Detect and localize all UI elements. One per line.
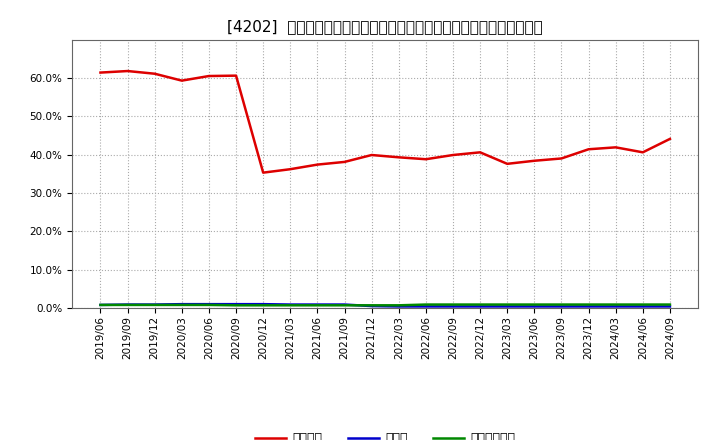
繰延税金資産: [639, 302, 647, 307]
繰延税金資産: [476, 302, 485, 307]
のれん: [530, 304, 539, 309]
繰延税金資産: [123, 302, 132, 308]
自己資本: [476, 150, 485, 155]
のれん: [259, 301, 268, 307]
自己資本: [232, 73, 240, 78]
のれん: [557, 304, 566, 309]
繰延税金資産: [204, 302, 213, 308]
自己資本: [341, 159, 349, 165]
のれん: [611, 304, 620, 309]
繰延税金資産: [367, 303, 376, 308]
のれん: [286, 302, 294, 307]
繰延税金資産: [665, 302, 674, 307]
のれん: [449, 304, 457, 309]
繰延税金資産: [503, 302, 511, 307]
自己資本: [259, 170, 268, 175]
自己資本: [639, 150, 647, 155]
自己資本: [367, 152, 376, 158]
自己資本: [96, 70, 105, 75]
のれん: [476, 304, 485, 309]
自己資本: [395, 155, 403, 160]
繰延税金資産: [178, 302, 186, 308]
繰延税金資産: [584, 302, 593, 307]
のれん: [204, 301, 213, 307]
のれん: [341, 302, 349, 307]
自己資本: [665, 136, 674, 142]
自己資本: [611, 145, 620, 150]
のれん: [232, 301, 240, 307]
のれん: [123, 302, 132, 307]
のれん: [639, 304, 647, 309]
自己資本: [150, 71, 159, 77]
繰延税金資産: [313, 303, 322, 308]
Title: [4202]  自己資本、のれん、繰延税金資産の総資産に対する比率の推移: [4202] 自己資本、のれん、繰延税金資産の総資産に対する比率の推移: [228, 19, 543, 34]
繰延税金資産: [530, 302, 539, 307]
Legend: 自己資本, のれん, 繰延税金資産: 自己資本, のれん, 繰延税金資産: [251, 427, 521, 440]
のれん: [584, 304, 593, 309]
繰延税金資産: [557, 302, 566, 307]
繰延税金資産: [341, 303, 349, 308]
自己資本: [204, 73, 213, 79]
自己資本: [178, 78, 186, 83]
繰延税金資産: [395, 303, 403, 308]
繰延税金資産: [449, 302, 457, 307]
のれん: [421, 304, 430, 309]
のれん: [395, 304, 403, 309]
自己資本: [421, 157, 430, 162]
繰延税金資産: [611, 302, 620, 307]
自己資本: [584, 147, 593, 152]
繰延税金資産: [96, 302, 105, 308]
のれん: [503, 304, 511, 309]
自己資本: [503, 161, 511, 166]
繰延税金資産: [259, 303, 268, 308]
繰延税金資産: [286, 303, 294, 308]
自己資本: [530, 158, 539, 163]
自己資本: [123, 68, 132, 73]
Line: 繰延税金資産: 繰延税金資産: [101, 304, 670, 305]
Line: のれん: のれん: [101, 304, 670, 307]
のれん: [96, 302, 105, 308]
繰延税金資産: [232, 303, 240, 308]
繰延税金資産: [150, 302, 159, 308]
のれん: [367, 304, 376, 309]
のれん: [665, 304, 674, 309]
のれん: [313, 302, 322, 307]
自己資本: [286, 167, 294, 172]
のれん: [178, 301, 186, 307]
自己資本: [557, 156, 566, 161]
Line: 自己資本: 自己資本: [101, 71, 670, 172]
のれん: [150, 302, 159, 307]
自己資本: [313, 162, 322, 167]
繰延税金資産: [421, 302, 430, 307]
自己資本: [449, 152, 457, 158]
